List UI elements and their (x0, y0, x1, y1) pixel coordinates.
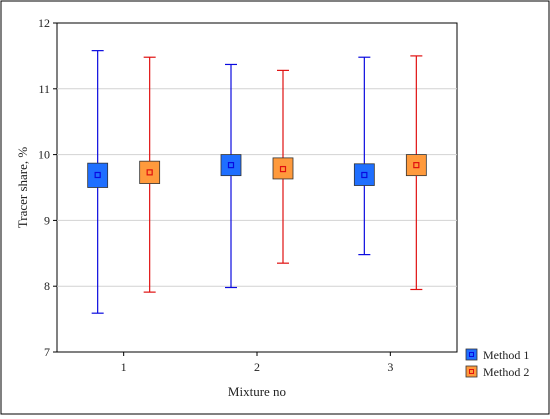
box-rect (272, 157, 294, 180)
grid-lines (57, 88, 457, 287)
legend-label: Method 1 (483, 348, 529, 362)
box-rect (87, 162, 109, 188)
mean-marker (361, 171, 368, 179)
mean-marker (146, 169, 153, 176)
y-axis-ticks: 7 8 9 10 11 12 (38, 16, 57, 359)
y-tick-label: 10 (38, 148, 50, 162)
box-rect (220, 154, 242, 177)
y-axis-title: Tracer share, % (15, 147, 30, 229)
box-2-3 (405, 55, 427, 291)
y-tick-label: 12 (38, 16, 50, 30)
y-tick-label: 8 (44, 279, 50, 293)
x-axis-title: Mixture no (228, 384, 286, 399)
x-tick-label: 3 (387, 360, 393, 374)
box-series (87, 50, 427, 314)
mean-marker (94, 171, 101, 179)
legend-marker (469, 352, 474, 357)
box-rect (353, 163, 375, 186)
legend: Method 1 Method 2 (465, 348, 529, 379)
legend-swatch (465, 348, 478, 361)
box-rect (405, 154, 427, 177)
box-rect (139, 160, 161, 184)
x-axis-ticks: 1 2 3 (121, 352, 393, 374)
box-2-1 (139, 56, 161, 293)
legend-item-2: Method 2 (465, 365, 529, 379)
x-tick-label: 1 (121, 360, 127, 374)
plot-frame (56, 22, 458, 353)
legend-item-1: Method 1 (465, 348, 529, 362)
y-tick-label: 11 (38, 82, 50, 96)
mean-marker (227, 162, 235, 169)
legend-swatch (465, 365, 478, 378)
box-2-2 (272, 69, 294, 264)
box-1-1 (87, 50, 109, 314)
legend-marker (469, 369, 474, 374)
box-1-3 (353, 56, 375, 256)
mean-marker (413, 162, 420, 169)
mean-marker (279, 165, 287, 173)
y-tick-label: 9 (44, 213, 50, 227)
legend-label: Method 2 (483, 365, 529, 379)
x-tick-label: 2 (254, 360, 260, 374)
y-tick-label: 7 (44, 345, 50, 359)
box-1-2 (220, 63, 242, 289)
